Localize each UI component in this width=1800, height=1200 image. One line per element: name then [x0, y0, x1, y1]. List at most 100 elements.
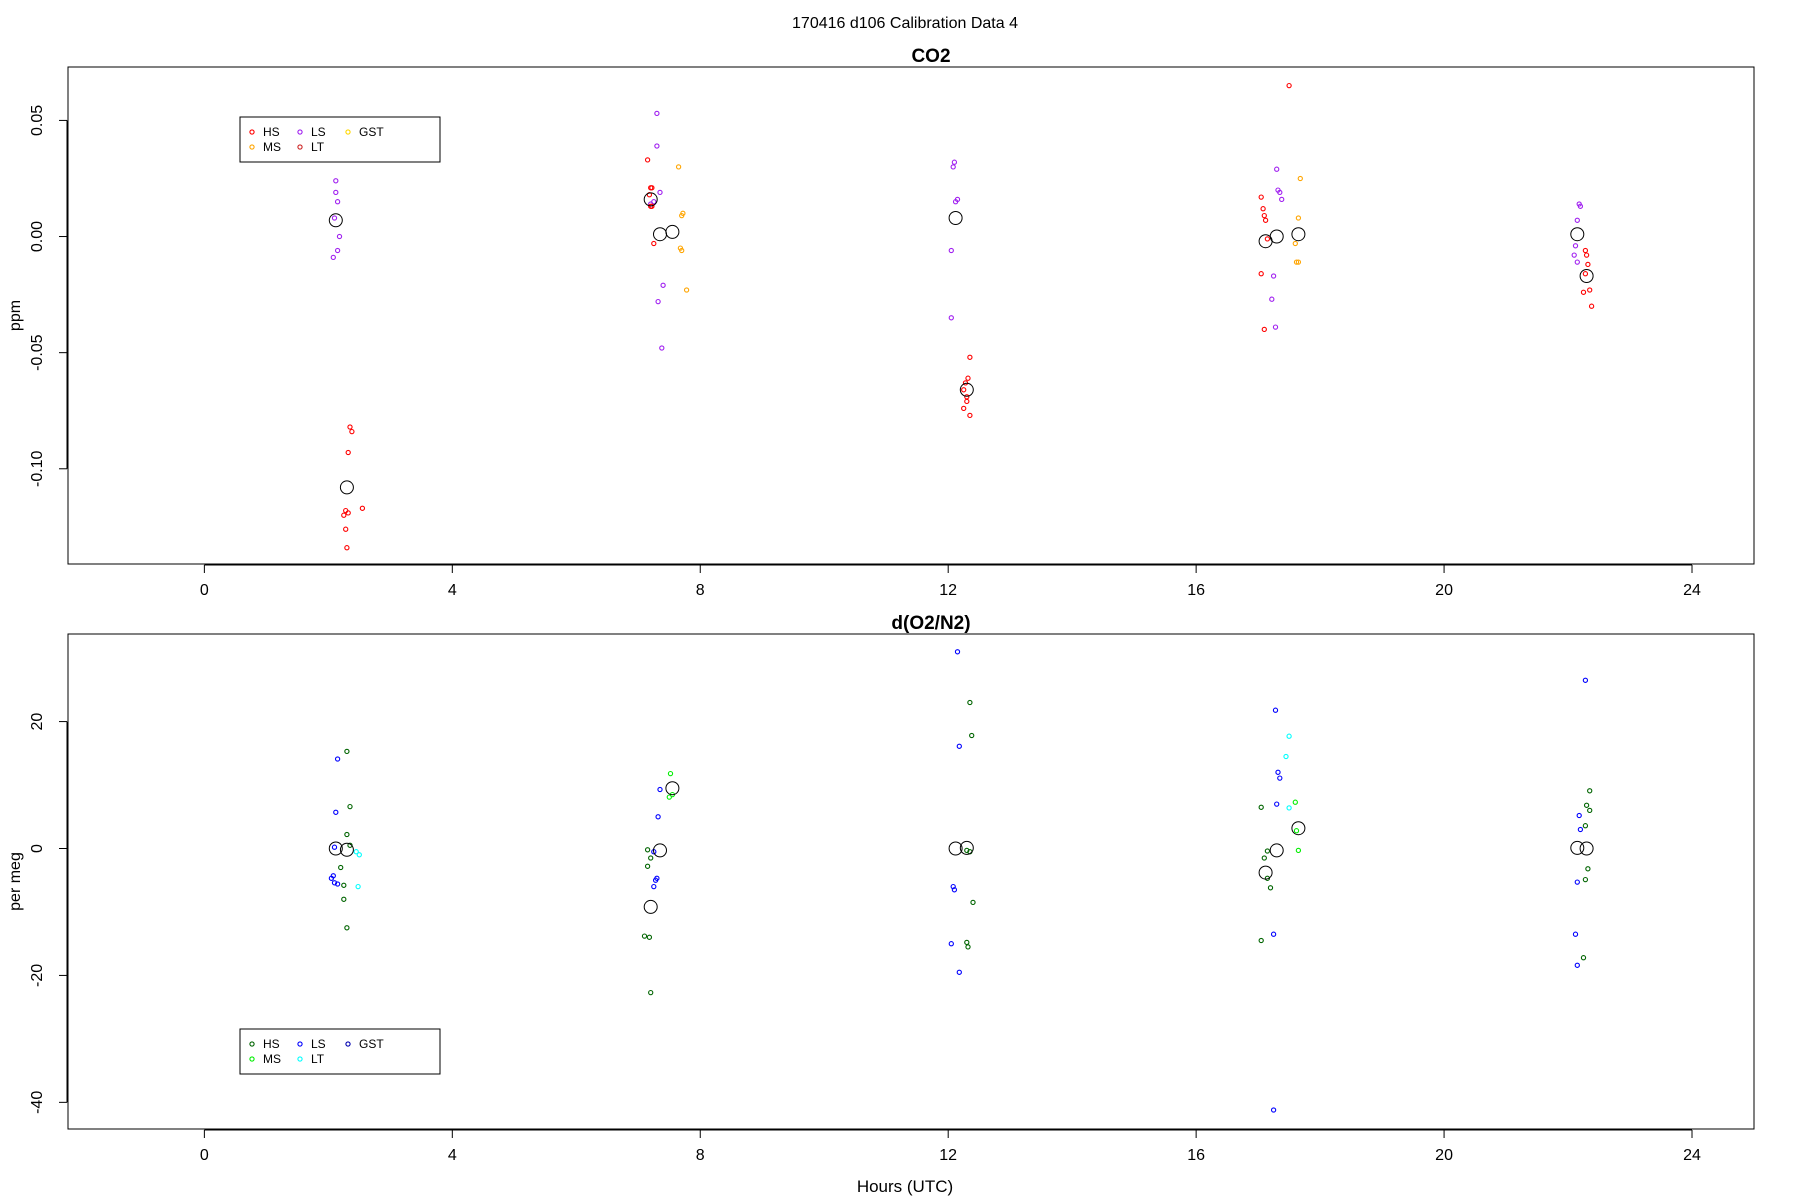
data-point	[967, 412, 973, 419]
data-point	[1277, 775, 1283, 781]
data-point	[1580, 955, 1587, 961]
data-point	[1585, 866, 1591, 872]
data-point	[964, 847, 970, 854]
data-point	[969, 732, 975, 739]
series-hs	[338, 699, 1593, 996]
mean-point	[948, 841, 963, 856]
y-axis-label: per meg	[7, 852, 24, 911]
data-point	[965, 375, 971, 381]
data-point	[1577, 826, 1584, 833]
mean-point	[1570, 227, 1585, 242]
mean-point	[328, 841, 343, 856]
data-point	[950, 164, 956, 170]
data-point	[1279, 196, 1285, 203]
panel-title: CO2	[911, 46, 950, 67]
data-point	[355, 883, 361, 890]
mean-point	[959, 382, 974, 397]
data-point	[344, 748, 350, 755]
data-point	[1582, 677, 1589, 683]
data-point	[331, 844, 338, 850]
data-point	[1582, 247, 1589, 254]
mean-point	[1258, 865, 1273, 880]
data-point	[1267, 885, 1274, 891]
figure-title: 170416 d106 Calibration Data 4	[792, 15, 1018, 32]
data-point	[1260, 206, 1266, 212]
data-point	[1264, 236, 1271, 242]
data-point	[1261, 855, 1267, 861]
x-tick-label: 0	[200, 1147, 209, 1164]
data-point	[948, 941, 954, 947]
x-tick-label: 4	[448, 582, 457, 599]
x-tick-label: 16	[1187, 1147, 1205, 1164]
data-point	[1583, 252, 1590, 258]
data-point	[679, 247, 685, 254]
data-point	[659, 345, 665, 351]
data-point	[334, 247, 341, 254]
data-point	[1283, 753, 1289, 760]
legend-label: LT	[311, 140, 325, 154]
data-point	[1295, 847, 1302, 854]
data-point	[1574, 259, 1580, 265]
data-point	[1274, 801, 1280, 807]
data-point	[651, 240, 657, 247]
mean-point	[959, 840, 974, 855]
data-point	[330, 254, 336, 261]
y-tick-label: -40	[29, 1091, 46, 1114]
data-point	[652, 877, 659, 883]
data-point	[683, 287, 690, 293]
mean-point	[653, 227, 667, 242]
data-point	[341, 896, 347, 902]
data-point	[1297, 175, 1303, 182]
data-point	[1583, 802, 1590, 808]
mean-point	[1291, 821, 1306, 836]
legend-swatch	[249, 1056, 255, 1062]
data-point	[961, 405, 967, 412]
data-point	[666, 794, 672, 800]
data-point	[1286, 805, 1292, 811]
mean-point	[1579, 269, 1594, 283]
data-point	[1270, 1107, 1277, 1113]
x-tick-label: 8	[696, 1147, 705, 1164]
series-ls	[328, 649, 1589, 1113]
legend-label: LT	[311, 1052, 325, 1066]
data-point	[1258, 194, 1264, 200]
data-point	[654, 110, 660, 117]
x-tick-label: 20	[1435, 582, 1453, 599]
x-tick-label: 8	[696, 582, 705, 599]
data-point	[641, 933, 648, 939]
data-point	[343, 526, 349, 532]
data-point	[347, 424, 353, 430]
data-point	[667, 770, 674, 777]
data-point	[1571, 252, 1577, 258]
x-tick-label: 12	[939, 582, 957, 599]
legend-swatch	[249, 1041, 255, 1047]
x-tick-label: 24	[1683, 582, 1701, 599]
data-point	[1293, 259, 1300, 265]
data-point	[331, 215, 338, 221]
data-point	[338, 864, 344, 871]
data-point	[956, 743, 962, 749]
series-ms	[666, 770, 1302, 854]
mean-point	[339, 842, 354, 857]
mean-point	[643, 899, 658, 914]
data-point	[961, 387, 967, 393]
y-tick-label: 0.00	[29, 221, 46, 252]
series-mean	[328, 781, 1594, 914]
y-tick-label: -0.10	[29, 450, 46, 487]
x-tick-label: 20	[1435, 1147, 1453, 1164]
series-mean	[328, 192, 1594, 495]
data-point	[359, 505, 366, 511]
data-point	[353, 849, 359, 855]
data-point	[1269, 296, 1275, 302]
series-ls	[330, 110, 1584, 351]
data-point	[1270, 273, 1277, 279]
data-point	[1272, 324, 1279, 330]
data-point	[1277, 189, 1283, 196]
legend-swatch	[345, 1041, 351, 1047]
data-point	[1292, 799, 1298, 805]
x-tick-label: 0	[200, 582, 209, 599]
mean-point	[665, 781, 680, 796]
data-point	[651, 883, 657, 890]
legend-swatch	[345, 129, 351, 135]
data-point	[967, 699, 973, 706]
